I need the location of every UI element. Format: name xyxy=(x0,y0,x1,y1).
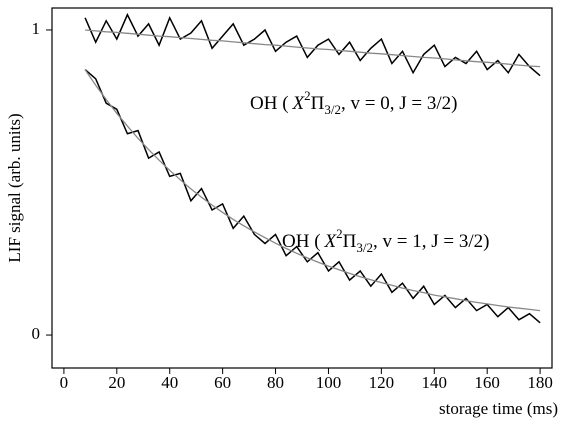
annotation-part: 3/2 xyxy=(356,240,373,255)
x-tick-label: 0 xyxy=(60,373,69,392)
y-axis-label: LIF signal (arb. units) xyxy=(5,113,24,262)
annotation: OH (X2Π3/2, v = 1, J = 3/2) xyxy=(282,226,489,255)
plot-frame xyxy=(51,7,553,369)
y-tick-label: 0 xyxy=(32,324,41,343)
annotation-part: , v = 1, J = 3/2) xyxy=(373,231,489,252)
data-line xyxy=(84,69,541,312)
annotation-part: 2 xyxy=(336,226,343,241)
x-tick-label: 80 xyxy=(267,373,284,392)
annotation-part: OH ( xyxy=(282,231,321,252)
annotation-part: 3/2 xyxy=(324,102,341,117)
annotation: OH (X2Π3/2, v = 0, J = 3/2) xyxy=(250,88,457,117)
annotation-part: X xyxy=(324,231,338,252)
annotation-part: OH ( xyxy=(250,93,289,114)
x-tick-label: 40 xyxy=(161,373,178,392)
x-tick-label: 20 xyxy=(108,373,125,392)
x-tick-label: 140 xyxy=(422,373,448,392)
x-tick-label: 60 xyxy=(214,373,231,392)
y-tick-label: 1 xyxy=(32,19,41,38)
annotation-part: Π xyxy=(311,93,325,114)
x-tick-label: 160 xyxy=(474,373,500,392)
annotation-part: , v = 0, J = 3/2) xyxy=(341,93,457,114)
annotation-part: Π xyxy=(343,231,357,252)
x-tick-label: 100 xyxy=(316,373,342,392)
annotation-part: 2 xyxy=(304,88,311,103)
data-line xyxy=(85,29,541,68)
data-line xyxy=(84,12,541,77)
x-axis-label: storage time (ms) xyxy=(439,399,558,418)
annotation-part: X xyxy=(292,93,306,114)
x-tick-label: 180 xyxy=(527,373,553,392)
x-tick-label: 120 xyxy=(369,373,395,392)
